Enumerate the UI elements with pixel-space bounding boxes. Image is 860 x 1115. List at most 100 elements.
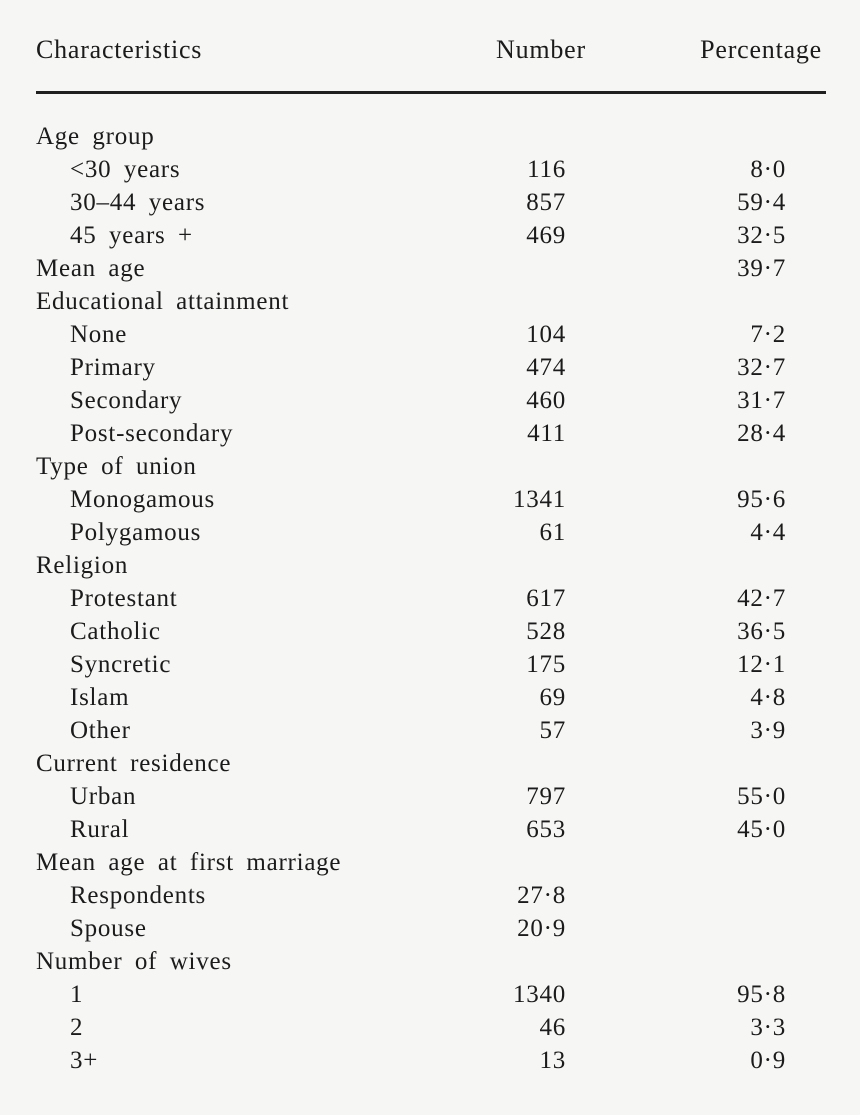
row-label-cell: Secondary (70, 387, 183, 414)
row-label-cell: Polygamous (70, 519, 202, 546)
table-row: Mean age at first marriage (36, 846, 826, 879)
row-number-cell: 20·9 (517, 915, 566, 942)
row-label-cell: Spouse (70, 915, 147, 942)
column-header-percentage: Percentage (700, 35, 822, 64)
table-row: Mean age 39·7 (36, 252, 826, 285)
table-row: Age group (36, 120, 826, 153)
column-header-characteristics: Characteristics (36, 35, 203, 64)
row-percentage-cell: 45·0 (737, 816, 786, 843)
table-row: Protestant 617 42·7 (36, 582, 826, 615)
table-row: Type of union (36, 450, 826, 483)
table-row: Syncretic 175 12·1 (36, 648, 826, 681)
row-label-cell: Protestant (70, 585, 178, 612)
table-row: Polygamous 61 4·4 (36, 516, 826, 549)
row-number-cell: 1340 (513, 981, 566, 1008)
row-number-cell: 46 (539, 1014, 566, 1041)
row-label-cell: 2 (70, 1014, 84, 1041)
row-percentage-cell: 95·6 (737, 486, 786, 513)
row-number-cell: 13 (539, 1047, 566, 1074)
row-number-cell: 460 (526, 387, 566, 414)
table-row: 2 46 3·3 (36, 1011, 826, 1044)
row-percentage-cell: 95·8 (737, 981, 786, 1008)
row-label-cell: 3+ (70, 1047, 99, 1074)
table-row: 30–44 years 857 59·4 (36, 186, 826, 219)
header-rule-divider (36, 91, 826, 94)
table-row: 45 years + 469 32·5 (36, 219, 826, 252)
row-label-cell: Islam (70, 684, 130, 711)
row-percentage-cell: 39·7 (737, 255, 786, 282)
row-percentage-cell: 8·0 (750, 156, 786, 183)
table-row: Monogamous 1341 95·6 (36, 483, 826, 516)
table-body: Age group <30 years 116 8·0 30–44 years 857 59… (36, 94, 826, 1077)
row-percentage-cell: 4·4 (750, 519, 786, 546)
row-label-cell: Religion (36, 552, 129, 579)
table-row: 1 1340 95·8 (36, 978, 826, 1011)
row-percentage-cell: 7·2 (750, 321, 786, 348)
row-label-cell: Mean age (36, 255, 146, 282)
row-percentage-cell: 3·9 (750, 717, 786, 744)
row-label-cell: Syncretic (70, 651, 172, 678)
row-number-cell: 104 (526, 321, 566, 348)
row-number-cell: 469 (526, 222, 566, 249)
row-percentage-cell: 12·1 (737, 651, 786, 678)
row-label-cell: Primary (70, 354, 156, 381)
characteristics-table: Characteristics Number Percentage Age gr… (36, 0, 826, 1077)
row-label-cell: 45 years + (70, 222, 193, 249)
row-percentage-cell: 32·5 (737, 222, 786, 249)
row-percentage-cell: 36·5 (737, 618, 786, 645)
row-number-cell: 474 (526, 354, 566, 381)
row-number-cell: 175 (526, 651, 566, 678)
row-label-cell: Type of union (36, 453, 197, 480)
row-number-cell: 69 (539, 684, 566, 711)
row-label-cell: <30 years (70, 156, 181, 183)
table-row: 3+ 13 0·9 (36, 1044, 826, 1077)
row-percentage-cell: 31·7 (737, 387, 786, 414)
row-number-cell: 797 (526, 783, 566, 810)
row-percentage-cell: 3·3 (750, 1014, 786, 1041)
table-row: Respondents 27·8 (36, 879, 826, 912)
column-header-number: Number (496, 35, 586, 64)
table-row: Secondary 460 31·7 (36, 384, 826, 417)
table-row: Rural 653 45·0 (36, 813, 826, 846)
row-percentage-cell: 59·4 (737, 189, 786, 216)
table-row: Educational attainment (36, 285, 826, 318)
row-label-cell: Post-secondary (70, 420, 234, 447)
row-number-cell: 411 (527, 420, 566, 447)
table-row: <30 years 116 8·0 (36, 153, 826, 186)
row-label-cell: Respondents (70, 882, 207, 909)
row-label-cell: Other (70, 717, 131, 744)
row-number-cell: 617 (526, 585, 566, 612)
row-number-cell: 61 (539, 519, 566, 546)
row-percentage-cell: 0·9 (750, 1047, 786, 1074)
row-number-cell: 57 (539, 717, 566, 744)
row-number-cell: 653 (526, 816, 566, 843)
row-label-cell: Catholic (70, 618, 161, 645)
row-percentage-cell: 4·8 (750, 684, 786, 711)
row-percentage-cell: 32·7 (737, 354, 786, 381)
table-header-row: Characteristics Number Percentage (36, 0, 826, 66)
table-row: Number of wives (36, 945, 826, 978)
table-row: Catholic 528 36·5 (36, 615, 826, 648)
table-row: Current residence (36, 747, 826, 780)
table-row: Religion (36, 549, 826, 582)
row-number-cell: 857 (526, 189, 566, 216)
table-row: Urban 797 55·0 (36, 780, 826, 813)
row-label-cell: Urban (70, 783, 137, 810)
row-number-cell: 1341 (513, 486, 566, 513)
row-percentage-cell: 42·7 (737, 585, 786, 612)
row-label-cell: Age group (36, 123, 155, 150)
row-label-cell: 30–44 years (70, 189, 206, 216)
row-number-cell: 528 (526, 618, 566, 645)
row-label-cell: Educational attainment (36, 288, 290, 315)
row-number-cell: 116 (527, 156, 566, 183)
table-row: None 104 7·2 (36, 318, 826, 351)
row-label-cell: Rural (70, 816, 130, 843)
table-row: Islam 69 4·8 (36, 681, 826, 714)
row-percentage-cell: 55·0 (737, 783, 786, 810)
row-label-cell: Mean age at first marriage (36, 849, 342, 876)
row-number-cell: 27·8 (517, 882, 566, 909)
table-row: Spouse 20·9 (36, 912, 826, 945)
row-label-cell: Number of wives (36, 948, 232, 975)
row-label-cell: Current residence (36, 750, 232, 777)
